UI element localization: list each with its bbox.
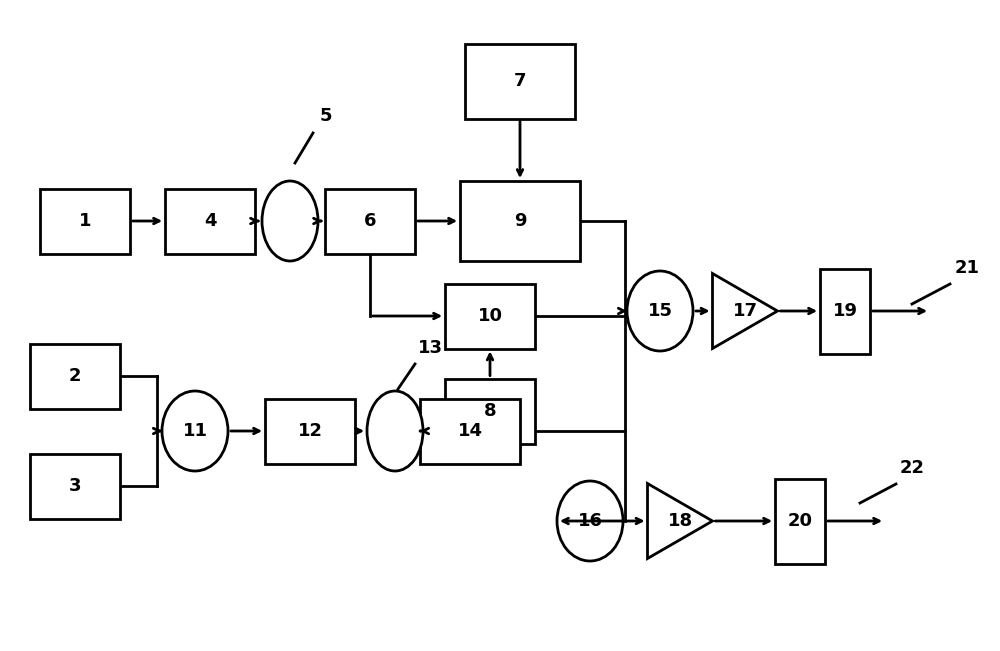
- Ellipse shape: [162, 391, 228, 471]
- Text: 3: 3: [69, 477, 81, 495]
- Text: 14: 14: [458, 422, 482, 440]
- Text: 19: 19: [832, 302, 858, 320]
- Bar: [420, 398, 520, 464]
- Bar: [820, 268, 870, 353]
- Text: 16: 16: [578, 512, 602, 530]
- Text: 7: 7: [514, 72, 526, 90]
- Text: 12: 12: [298, 422, 322, 440]
- Bar: [460, 181, 580, 261]
- Text: 13: 13: [418, 339, 443, 357]
- Text: 17: 17: [732, 302, 758, 320]
- Bar: [775, 478, 825, 564]
- Bar: [445, 378, 535, 443]
- Text: 5: 5: [320, 107, 332, 125]
- Text: 6: 6: [364, 212, 376, 230]
- Text: 8: 8: [484, 402, 496, 420]
- Text: 9: 9: [514, 212, 526, 230]
- Bar: [30, 454, 120, 518]
- Bar: [325, 189, 415, 253]
- Text: 21: 21: [955, 259, 980, 277]
- Polygon shape: [648, 484, 712, 559]
- Text: 4: 4: [204, 212, 216, 230]
- Text: 2: 2: [69, 367, 81, 385]
- Text: 11: 11: [182, 422, 208, 440]
- Text: 22: 22: [900, 459, 925, 477]
- Text: 20: 20: [788, 512, 812, 530]
- Text: 15: 15: [648, 302, 672, 320]
- Ellipse shape: [367, 391, 423, 471]
- Text: 1: 1: [79, 212, 91, 230]
- Bar: [465, 44, 575, 118]
- Bar: [165, 189, 255, 253]
- Bar: [40, 189, 130, 253]
- Text: 18: 18: [667, 512, 693, 530]
- Polygon shape: [712, 273, 778, 348]
- Text: 10: 10: [478, 307, 503, 325]
- Bar: [445, 283, 535, 348]
- Ellipse shape: [262, 181, 318, 261]
- Bar: [265, 398, 355, 464]
- Ellipse shape: [557, 481, 623, 561]
- Bar: [30, 344, 120, 408]
- Ellipse shape: [627, 271, 693, 351]
